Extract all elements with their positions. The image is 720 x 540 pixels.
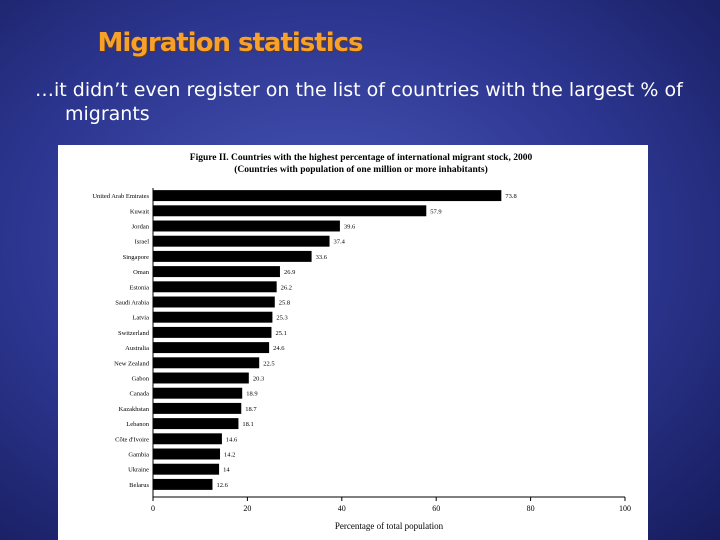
bar	[153, 190, 502, 202]
bar	[153, 448, 221, 460]
x-tick-label: 60	[432, 504, 440, 513]
bar	[153, 205, 427, 217]
value-label: 18.7	[245, 406, 257, 413]
y-tick-label: Canada	[130, 391, 150, 398]
bar	[153, 250, 312, 262]
y-tick-label: New Zealand	[114, 360, 150, 367]
bar	[153, 402, 242, 414]
y-tick-label: Saudi Arabia	[115, 299, 149, 306]
value-label: 25.8	[279, 299, 290, 306]
x-tick-label: 40	[338, 504, 346, 513]
x-tick-label: 0	[151, 504, 155, 513]
y-tick-label: Israel	[135, 239, 150, 246]
value-label: 24.6	[273, 345, 285, 352]
bar	[153, 463, 220, 475]
y-tick-label: Switzerland	[118, 330, 150, 337]
bar	[153, 235, 330, 247]
x-tick-label: 80	[527, 504, 535, 513]
y-tick-label: Gabon	[132, 375, 150, 382]
value-label: 14.2	[224, 451, 235, 458]
x-tick-label: 100	[619, 504, 631, 513]
value-label: 20.3	[253, 375, 264, 382]
value-label: 14.6	[226, 436, 238, 443]
value-label: 37.4	[334, 239, 346, 246]
y-tick-label: Australia	[125, 345, 149, 352]
value-label: 26.9	[284, 269, 295, 276]
y-tick-label: Côte d'Ivoire	[115, 436, 149, 443]
x-axis-label: Percentage of total population	[335, 521, 444, 531]
y-tick-label: Kazakhstan	[119, 406, 150, 413]
y-tick-label: Singapore	[123, 254, 149, 261]
chart-subtitle: (Countries with population of one millio…	[234, 164, 488, 175]
bar	[153, 311, 273, 323]
y-tick-label: Ukraine	[128, 467, 149, 474]
value-label: 22.5	[263, 360, 274, 367]
y-tick-label: Belarus	[129, 482, 149, 489]
bar	[153, 418, 239, 430]
bar	[153, 387, 243, 399]
value-label: 73.8	[505, 193, 516, 200]
bar	[153, 296, 275, 308]
value-label: 18.9	[246, 391, 257, 398]
bar	[153, 342, 270, 354]
value-label: 12.6	[216, 482, 228, 489]
value-label: 57.9	[430, 208, 441, 215]
y-tick-label: Estonia	[130, 284, 150, 291]
slide-body: …it didn’t even register on the list of …	[35, 79, 683, 125]
y-tick-label: Kuwait	[130, 208, 149, 215]
y-tick-label: Gambia	[128, 451, 149, 458]
bar	[153, 478, 213, 490]
bar	[153, 433, 222, 445]
value-label: 25.3	[276, 315, 287, 322]
bar	[153, 357, 260, 369]
slide-title: Migration statistics	[97, 28, 363, 58]
y-tick-label: Oman	[133, 269, 150, 276]
x-tick-label: 20	[243, 504, 251, 513]
bar	[153, 326, 272, 338]
value-label: 26.2	[281, 284, 292, 291]
value-label: 18.1	[242, 421, 253, 428]
y-tick-label: Jordan	[132, 223, 150, 230]
bar	[153, 372, 249, 384]
value-label: 14	[223, 467, 230, 474]
bar	[153, 220, 340, 232]
chart-title: Figure II. Countries with the highest pe…	[190, 153, 533, 163]
y-tick-label: Lebanon	[126, 421, 149, 428]
chart-background	[58, 145, 648, 540]
value-label: 25.1	[275, 330, 286, 337]
bar	[153, 281, 277, 293]
bar	[153, 266, 280, 278]
y-tick-label: United Arab Emirates	[92, 193, 149, 200]
y-tick-label: Latvia	[132, 315, 149, 322]
value-label: 33.6	[316, 254, 328, 261]
value-label: 39.6	[344, 223, 356, 230]
